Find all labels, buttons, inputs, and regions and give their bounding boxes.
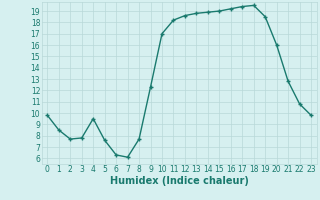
X-axis label: Humidex (Indice chaleur): Humidex (Indice chaleur) (110, 176, 249, 186)
